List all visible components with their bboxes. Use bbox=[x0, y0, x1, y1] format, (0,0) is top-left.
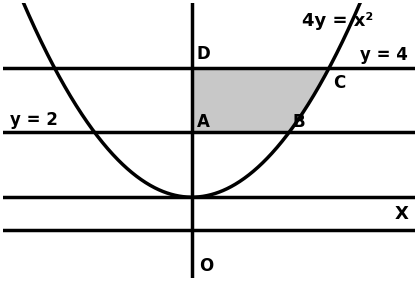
Text: D: D bbox=[197, 45, 211, 63]
Text: X: X bbox=[395, 205, 408, 223]
Text: O: O bbox=[199, 257, 213, 275]
Text: A: A bbox=[197, 113, 210, 131]
Text: 4y = x²: 4y = x² bbox=[302, 12, 373, 31]
Text: y = 4: y = 4 bbox=[360, 46, 408, 64]
Polygon shape bbox=[192, 68, 329, 132]
Text: C: C bbox=[333, 74, 345, 92]
Text: y = 2: y = 2 bbox=[10, 111, 58, 129]
Text: B: B bbox=[293, 113, 305, 131]
